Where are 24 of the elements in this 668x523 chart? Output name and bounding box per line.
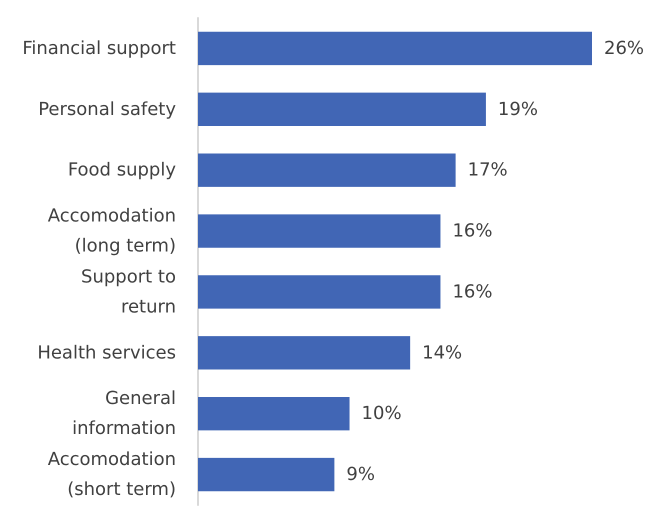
y-tick-label: General information [72, 388, 176, 440]
data-label: 16% [452, 220, 492, 242]
data-label: 10% [362, 403, 402, 424]
data-label: 16% [452, 281, 492, 302]
bar [198, 214, 440, 248]
data-label: 17% [468, 160, 508, 181]
bar [198, 396, 350, 430]
bar [198, 153, 456, 187]
bar [198, 92, 486, 126]
y-tick-label: Accomodation (long term) [48, 206, 176, 257]
data-label: 19% [498, 98, 538, 120]
bar [198, 32, 592, 66]
data-label: 26% [604, 38, 644, 59]
bar [198, 458, 334, 492]
y-tick-label: Health services [37, 342, 176, 364]
bar [198, 275, 440, 309]
y-tick-label: Accomodation (short term) [48, 449, 176, 500]
data-label: 14% [422, 342, 462, 364]
y-tick-label: Food supply [68, 160, 176, 181]
y-tick-label: Financial support [22, 38, 176, 59]
y-tick-label: Support to return [81, 266, 176, 318]
y-tick-label: Personal safety [38, 98, 176, 120]
data-label: 9% [346, 464, 375, 486]
bar [198, 336, 410, 370]
